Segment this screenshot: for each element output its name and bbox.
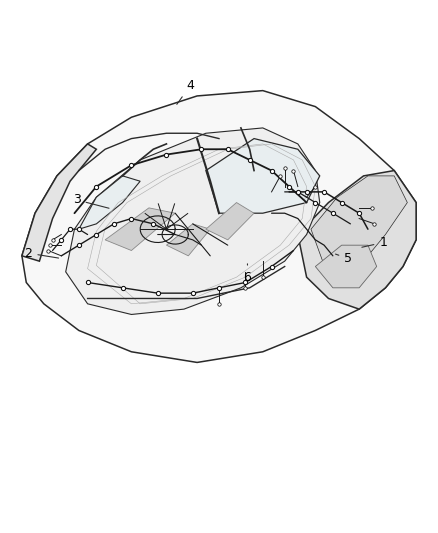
Polygon shape [206, 203, 254, 240]
Polygon shape [79, 176, 140, 229]
Text: 1: 1 [362, 236, 387, 249]
Polygon shape [105, 208, 175, 251]
Text: 5: 5 [336, 252, 352, 265]
Text: 6: 6 [244, 264, 251, 284]
Polygon shape [166, 224, 210, 256]
Polygon shape [206, 139, 320, 213]
Polygon shape [22, 144, 96, 261]
Text: 3: 3 [73, 193, 109, 208]
Polygon shape [311, 176, 407, 277]
Polygon shape [66, 128, 320, 314]
Text: 4: 4 [177, 79, 194, 104]
Polygon shape [22, 91, 416, 362]
Text: 2: 2 [25, 247, 59, 260]
Polygon shape [298, 171, 416, 309]
Polygon shape [315, 245, 377, 288]
